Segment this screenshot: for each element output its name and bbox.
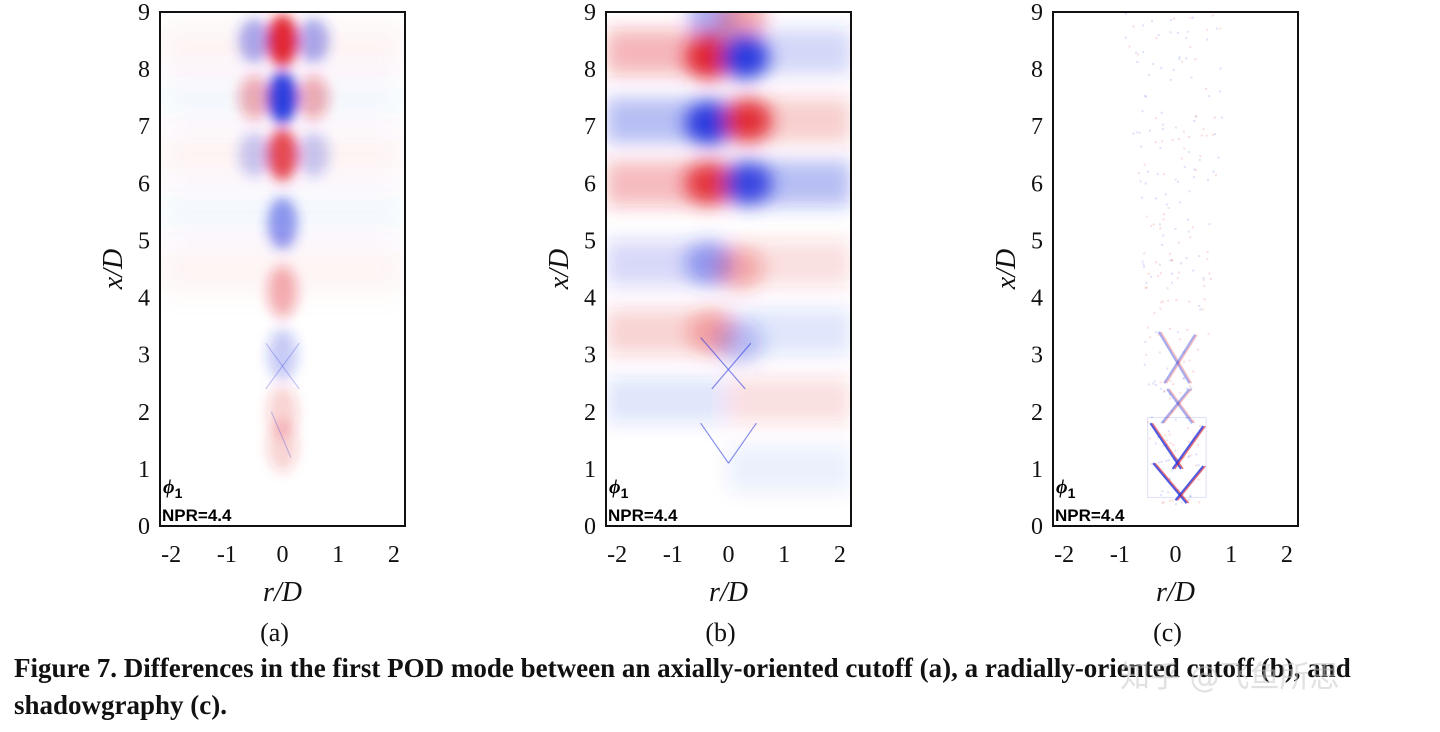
x-tick-label: 0 <box>723 542 735 568</box>
y-tick-label: 4 <box>584 286 596 312</box>
y-tick-label: 8 <box>1031 57 1043 83</box>
y-tick-label: 6 <box>1031 171 1043 197</box>
x-tick-label: -2 <box>607 542 627 568</box>
plot-frame <box>605 11 852 527</box>
y-tick-label: 5 <box>584 228 596 254</box>
plot-frame <box>1052 11 1299 527</box>
x-tick-label: -1 <box>217 542 237 568</box>
x-tick-label: 1 <box>1225 542 1237 568</box>
x-tick-label: -1 <box>1110 542 1130 568</box>
x-tick-label: -1 <box>663 542 683 568</box>
y-tick-label: 0 <box>584 514 596 540</box>
y-axis-label: x/D <box>544 249 575 290</box>
plot-frame <box>159 11 406 527</box>
y-tick-label: 5 <box>138 228 150 254</box>
x-tick-label: 0 <box>277 542 289 568</box>
x-tick-label: 2 <box>834 542 846 568</box>
y-tick-label: 9 <box>1031 0 1043 26</box>
x-tick-label: 2 <box>388 542 400 568</box>
y-tick-label: 4 <box>1031 286 1043 312</box>
y-tick-label: 7 <box>1031 114 1043 140</box>
figure-panel-a: 0 1 2 3 4 5 6 7 8 9 -2 -1 0 1 2 r/D x/D ϕ1 NPR=4.4 (a) <box>0 0 440 650</box>
y-tick-label: 9 <box>138 0 150 26</box>
npr-label: NPR=4.4 <box>608 506 678 525</box>
x-tick-label: -2 <box>161 542 181 568</box>
figure-panel-b: 0 1 2 3 4 5 6 7 8 9 -2 -1 0 1 2 r/D x/D ϕ1 NPR=4.4 (b) <box>446 0 886 650</box>
y-tick-label: 6 <box>584 171 596 197</box>
mode-field <box>160 12 405 526</box>
panel-sublabel: (c) <box>1153 618 1182 647</box>
y-tick-label: 7 <box>584 114 596 140</box>
x-tick-label: 1 <box>778 542 790 568</box>
y-tick-label: 8 <box>584 57 596 83</box>
y-tick-label: 3 <box>584 343 596 369</box>
x-tick-label: 0 <box>1170 542 1182 568</box>
y-tick-label: 3 <box>1031 343 1043 369</box>
y-tick-label: 2 <box>1031 400 1043 426</box>
shock-cell-lines <box>1147 331 1207 504</box>
y-tick-label: 1 <box>1031 457 1043 483</box>
y-tick-label: 1 <box>584 457 596 483</box>
mode-field <box>606 12 851 526</box>
y-axis-label: x/D <box>991 249 1022 290</box>
y-tick-label: 3 <box>138 343 150 369</box>
panel-sublabel: (a) <box>260 618 289 647</box>
mode-field <box>1053 12 1298 526</box>
npr-label: NPR=4.4 <box>162 506 232 525</box>
panel-sublabel: (b) <box>705 618 735 647</box>
y-tick-label: 7 <box>138 114 150 140</box>
y-tick-label: 2 <box>138 400 150 426</box>
x-axis-label: r/D <box>263 577 302 608</box>
x-tick-label: -2 <box>1054 542 1074 568</box>
y-tick-label: 1 <box>138 457 150 483</box>
figure-panel-c: 0 1 2 3 4 5 6 7 8 9 -2 -1 0 1 2 r/D x/D ϕ1 NPR=4.4 (c) <box>893 0 1333 650</box>
figure-caption: Figure 7. Differences in the first POD m… <box>14 653 1351 720</box>
y-tick-label: 0 <box>138 514 150 540</box>
y-tick-label: 2 <box>584 400 596 426</box>
npr-label: NPR=4.4 <box>1055 506 1125 525</box>
y-tick-label: 4 <box>138 286 150 312</box>
x-axis-label: r/D <box>1156 577 1195 608</box>
y-tick-label: 6 <box>138 171 150 197</box>
y-tick-label: 0 <box>1031 514 1043 540</box>
y-axis-label: x/D <box>98 249 129 290</box>
watermark: 知乎 @飞鱼所思 <box>1120 660 1340 695</box>
x-tick-label: 1 <box>332 542 344 568</box>
x-tick-label: 2 <box>1281 542 1293 568</box>
y-tick-label: 9 <box>584 0 596 26</box>
y-tick-label: 5 <box>1031 228 1043 254</box>
x-axis-label: r/D <box>709 577 748 608</box>
y-tick-label: 8 <box>138 57 150 83</box>
